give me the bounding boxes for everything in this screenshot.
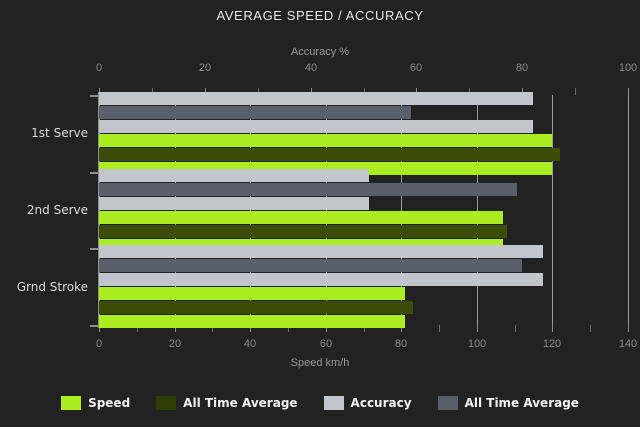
plot-area (99, 92, 629, 328)
y-axis-spine (98, 92, 100, 328)
axis-tick-label: 80 (515, 62, 529, 74)
axis-tick-mark (552, 325, 553, 332)
axis-tick-mark (628, 88, 629, 95)
axis-tick-mark (326, 325, 327, 332)
axis-tick-label: 60 (409, 62, 423, 74)
axis-tick-label: 20 (198, 62, 212, 74)
legend-item[interactable]: Accuracy (323, 396, 412, 410)
legend-swatch-icon (61, 396, 82, 410)
gridline (628, 95, 629, 325)
bar-speed[interactable] (99, 211, 503, 224)
axis-tick-mark (258, 88, 259, 95)
y-axis-tick (90, 248, 98, 250)
axis-tick-mark (628, 325, 629, 332)
bar-speed[interactable] (99, 134, 552, 147)
legend-swatch-icon (156, 396, 177, 410)
bar-all-time-average[interactable] (99, 225, 507, 238)
gridline (477, 95, 478, 325)
bar-accuracy[interactable] (99, 245, 543, 258)
axis-tick-mark (137, 325, 138, 332)
axis-tick-mark (439, 325, 440, 332)
y-axis-tick (90, 95, 98, 97)
axis-tick-mark (175, 325, 176, 332)
axis-tick-mark (590, 325, 591, 332)
gridline (552, 95, 553, 325)
page-title: AVERAGE SPEED / ACCURACY (216, 8, 424, 23)
axis-tick-mark (205, 88, 206, 95)
axis-tick-mark (99, 325, 100, 332)
axis-tick-mark (469, 88, 470, 95)
y-axis-tick (90, 325, 98, 327)
bar-accuracy[interactable] (99, 169, 369, 182)
legend-item-label: Speed (88, 396, 131, 410)
bar-accuracy[interactable] (99, 120, 533, 133)
category-label: 2nd Serve (26, 203, 88, 217)
axis-tick-mark (416, 88, 417, 95)
top-axis-title: Accuracy % (290, 46, 350, 58)
axis-tick-label: 120 (542, 338, 562, 350)
chart-legend: Speed All Time Average Accuracy All Time Av… (0, 396, 640, 410)
bar-all-time-average[interactable] (99, 301, 413, 314)
axis-tick-label: 100 (618, 62, 638, 74)
bottom-axis-title: Speed km/h (290, 357, 350, 369)
axis-tick-mark (522, 88, 523, 95)
axis-tick-label: 40 (243, 338, 257, 350)
bar-all-time-average[interactable] (99, 148, 560, 161)
axis-tick-label: 100 (467, 338, 487, 350)
legend-item-label: All Time Average (183, 396, 298, 410)
bar-all-time-average[interactable] (99, 259, 522, 272)
gridline (250, 95, 251, 325)
legend-item[interactable]: Speed (61, 396, 130, 410)
gridline (326, 95, 327, 325)
category-label: Grnd Stroke (16, 279, 88, 294)
axis-tick-mark (364, 88, 365, 95)
bar-speed[interactable] (99, 287, 405, 300)
y-axis-labels: 1st Serve 2nd Serve Grnd Stroke (0, 0, 98, 427)
axis-tick-mark (477, 325, 478, 332)
legend-swatch-icon (437, 396, 458, 410)
bar-all-time-average[interactable] (99, 106, 411, 119)
gridline (175, 95, 176, 325)
axis-tick-label: 140 (618, 338, 638, 350)
axis-tick-mark (250, 325, 251, 332)
axis-tick-label: 60 (319, 338, 333, 350)
bar-accuracy[interactable] (99, 197, 369, 210)
axis-tick-mark (288, 325, 289, 332)
bar-accuracy[interactable] (99, 92, 533, 105)
legend-item[interactable]: All Time Average (437, 396, 579, 410)
legend-item-label: All Time Average (464, 396, 579, 410)
legend-swatch-icon (323, 396, 344, 410)
category-label: 1st Serve (31, 126, 88, 141)
axis-tick-label: 80 (394, 338, 408, 350)
axis-tick-mark (575, 88, 576, 95)
axis-tick-label: 0 (95, 338, 103, 350)
axis-tick-mark (364, 325, 365, 332)
axis-tick-label: 20 (168, 338, 182, 350)
legend-item-label: Accuracy (350, 396, 412, 410)
bar-speed[interactable] (99, 315, 405, 328)
axis-tick-mark (212, 325, 213, 332)
axis-tick-label: 40 (304, 62, 318, 74)
bar-all-time-average[interactable] (99, 183, 517, 196)
y-axis-tick (90, 172, 98, 174)
gridline (401, 95, 402, 325)
legend-item[interactable]: All Time Average (156, 396, 298, 410)
bar-accuracy[interactable] (99, 273, 543, 286)
axis-tick-label: 0 (95, 62, 103, 74)
axis-tick-mark (99, 88, 100, 95)
axis-tick-mark (152, 88, 153, 95)
axis-tick-mark (401, 325, 402, 332)
axis-tick-mark (311, 88, 312, 95)
axis-tick-mark (515, 325, 516, 332)
